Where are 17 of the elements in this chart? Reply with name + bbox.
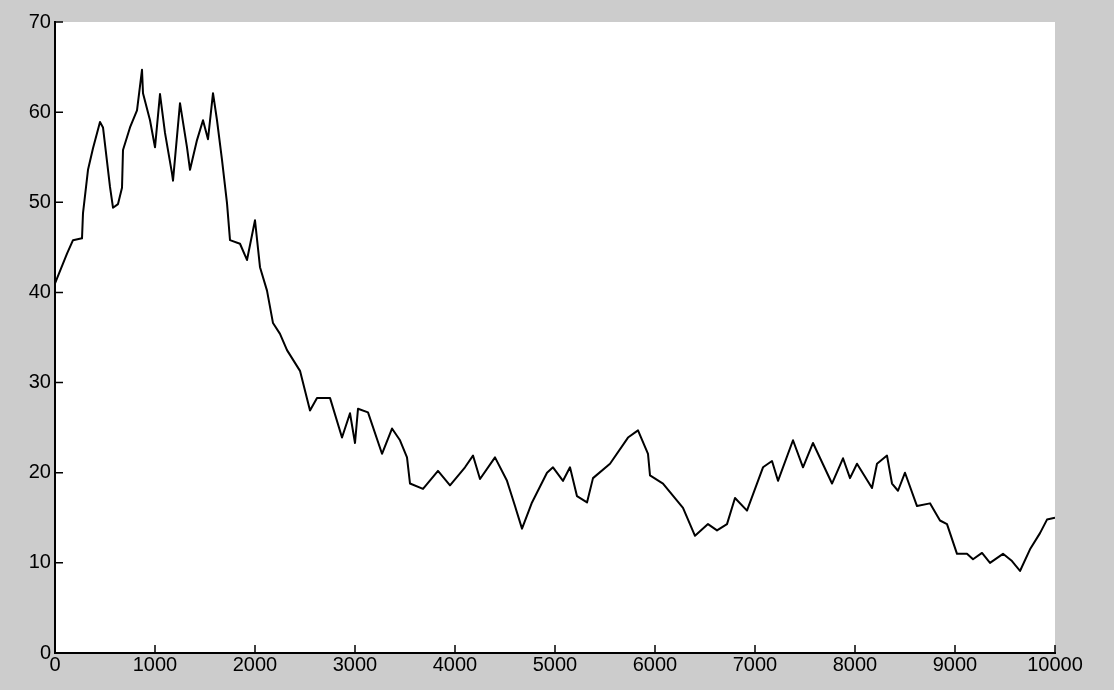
- x-tick-label: 5000: [532, 652, 578, 675]
- x-tick-label: 1000: [132, 652, 178, 675]
- x-tick-label: 8000: [832, 652, 878, 675]
- x-tick-label: 4000: [432, 652, 478, 675]
- y-tick-label: 10: [28, 550, 51, 573]
- x-tick-label: 7000: [732, 652, 778, 675]
- y-tick-label: 30: [28, 370, 51, 393]
- y-tick-label: 70: [28, 9, 51, 32]
- x-tick-label: 3000: [332, 652, 378, 675]
- y-tick-label: 40: [28, 279, 51, 302]
- y-tick-label: 50: [28, 189, 51, 212]
- y-tick-label: 60: [28, 99, 51, 122]
- y-tick-label: 20: [28, 460, 51, 483]
- x-tick-label: 10000: [1027, 652, 1083, 675]
- x-tick-label: 9000: [932, 652, 978, 675]
- x-tick-label: 6000: [632, 652, 678, 675]
- x-tick-label: 2000: [232, 652, 278, 675]
